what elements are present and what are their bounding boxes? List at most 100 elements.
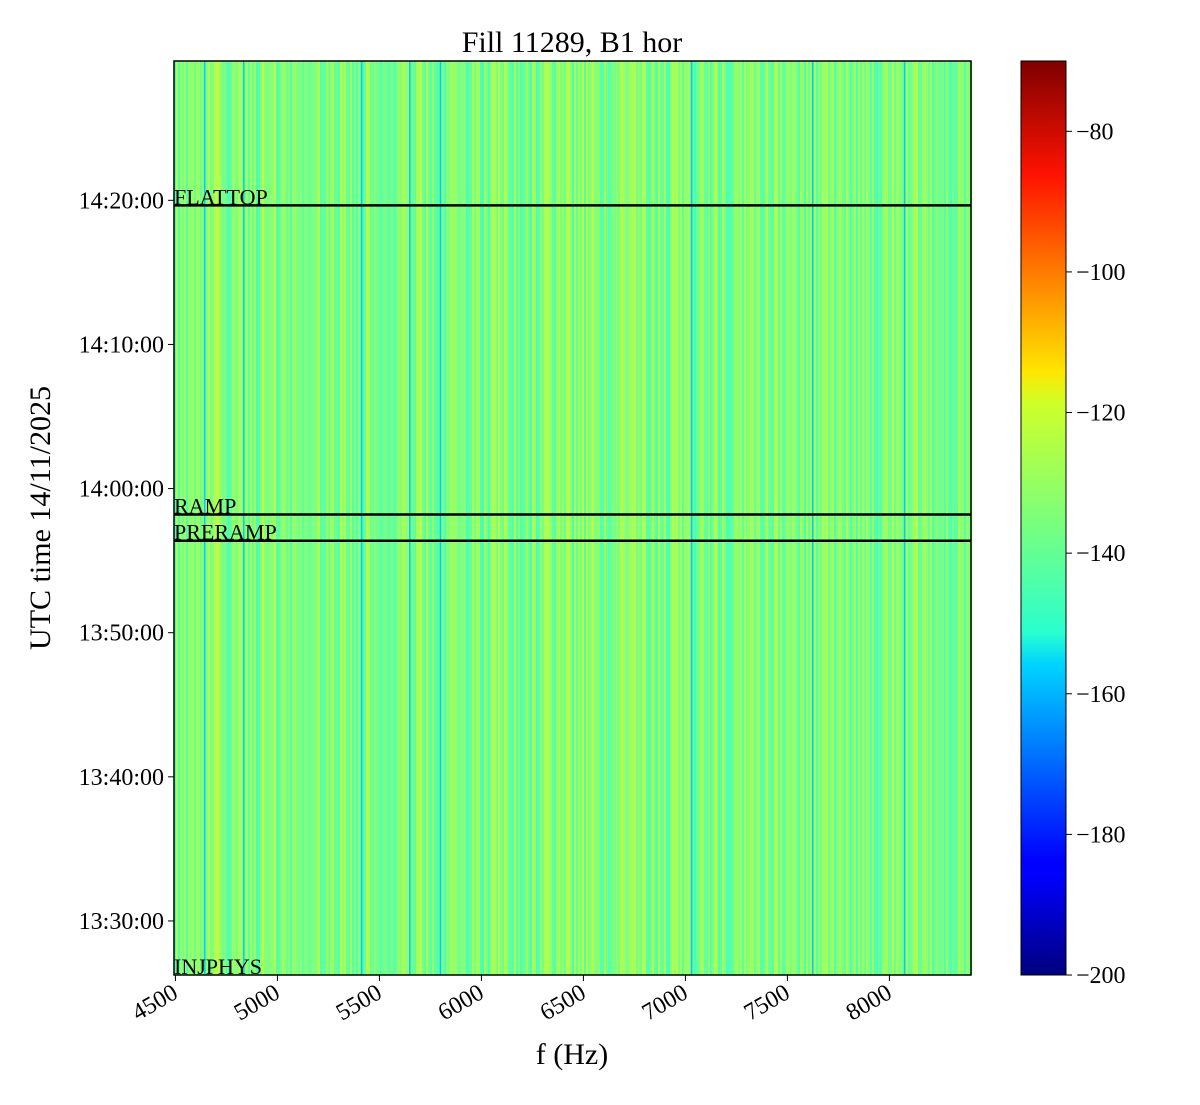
spectrum-column xyxy=(916,61,919,975)
spectrum-column xyxy=(466,61,469,975)
spectrum-column xyxy=(262,61,265,975)
spectrum-column xyxy=(202,61,205,975)
spectrum-column xyxy=(352,61,355,975)
spectrogram-image xyxy=(174,61,973,975)
spectrum-column xyxy=(884,61,887,975)
spectrum-column xyxy=(478,61,481,975)
spectrum-column xyxy=(582,61,585,975)
spectrum-column xyxy=(686,61,689,975)
spectrum-column xyxy=(746,61,749,975)
spectrum-column xyxy=(192,61,195,975)
spectrum-column xyxy=(272,61,275,975)
spectrum-column xyxy=(648,61,651,975)
spectrum-column xyxy=(766,61,769,975)
spectrum-column xyxy=(556,61,559,975)
spectrum-column xyxy=(312,61,315,975)
y-axis-label: UTC time 14/11/2025 xyxy=(24,386,57,650)
spectrum-column xyxy=(512,61,515,975)
spectrum-column xyxy=(612,61,615,975)
spectrum-column xyxy=(952,61,955,975)
spectrum-column xyxy=(590,61,593,975)
spectrum-column xyxy=(332,61,335,975)
spectrum-column xyxy=(394,61,397,975)
spectrum-column xyxy=(278,61,281,975)
spectrum-column xyxy=(780,61,783,975)
spectrum-column xyxy=(522,61,525,975)
spectrum-column xyxy=(482,61,485,975)
spectrum-column xyxy=(368,61,371,975)
spectrum-column xyxy=(176,61,179,975)
spectrum-column xyxy=(676,61,679,975)
spectrum-column xyxy=(610,61,613,975)
spectrum-column xyxy=(820,61,823,975)
spectrum-column xyxy=(214,61,217,975)
spectrum-column xyxy=(474,61,477,975)
spectrum-column xyxy=(250,61,253,975)
spectrum-column xyxy=(260,61,263,975)
spectrum-column xyxy=(664,61,667,975)
spectrum-column xyxy=(632,61,635,975)
spectrum-column xyxy=(696,61,699,975)
x-tick-label: 6000 xyxy=(434,980,489,1027)
spectrum-column xyxy=(180,61,183,975)
spectrum-column xyxy=(424,61,427,975)
spectrum-column xyxy=(398,61,401,975)
spectrum-column xyxy=(206,61,209,975)
spectrum-column xyxy=(346,61,349,975)
spectrum-column xyxy=(252,61,255,975)
spectrum-column xyxy=(344,61,347,975)
spectrum-column xyxy=(822,61,825,975)
x-axis-label: f (Hz) xyxy=(536,1038,608,1071)
spectrum-column xyxy=(626,61,629,975)
colorbar-tick-label: −120 xyxy=(1076,401,1126,427)
spectrum-column xyxy=(844,61,847,975)
spectrum-column xyxy=(572,61,575,975)
spectrum-column xyxy=(392,61,395,975)
spectrum-column xyxy=(868,61,871,975)
spectrum-column xyxy=(634,61,637,975)
spectrum-column xyxy=(652,61,655,975)
x-tick-label: 8000 xyxy=(842,980,897,1027)
spectrum-column xyxy=(550,61,553,975)
spectrum-column xyxy=(828,61,831,975)
spectrum-column xyxy=(938,61,941,975)
spectrum-column xyxy=(230,61,233,975)
spectrum-column xyxy=(788,61,791,975)
spectrum-column xyxy=(680,61,683,975)
spectrum-column xyxy=(734,61,737,975)
spectrum-column xyxy=(588,61,591,975)
spectrum-column xyxy=(302,61,305,975)
spectrum-column xyxy=(330,61,333,975)
spectrum-column xyxy=(720,61,723,975)
spectrum-column xyxy=(688,61,691,975)
spectrum-column xyxy=(350,61,353,975)
spectrum-column xyxy=(366,61,369,975)
spectrum-column xyxy=(796,61,799,975)
spectrum-column xyxy=(870,61,873,975)
spectrum-column xyxy=(530,61,533,975)
colorbar-tick-label: −200 xyxy=(1076,963,1126,989)
low-power-line xyxy=(242,61,245,975)
spectrum-column xyxy=(864,61,867,975)
spectrum-column xyxy=(810,61,813,975)
spectrum-column xyxy=(418,61,421,975)
spectrum-column xyxy=(638,61,641,975)
spectrum-column xyxy=(714,61,717,975)
spectrum-column xyxy=(574,61,577,975)
spectrum-column xyxy=(644,61,647,975)
spectrum-column xyxy=(740,61,743,975)
spectrum-column xyxy=(226,61,229,975)
spectrum-column xyxy=(908,61,911,975)
spectrum-column xyxy=(698,61,701,975)
spectrum-column xyxy=(674,61,677,975)
spectrum-column xyxy=(216,61,219,975)
spectrum-column xyxy=(382,61,385,975)
x-axis-ticks: 4500 5000 5500 6000 6500 7000 7500 8000 xyxy=(128,975,897,1027)
spectrum-column xyxy=(968,61,971,975)
spectrum-column xyxy=(462,61,465,975)
spectrum-column xyxy=(526,61,529,975)
spectrum-column xyxy=(848,61,851,975)
low-power-line xyxy=(203,61,206,975)
